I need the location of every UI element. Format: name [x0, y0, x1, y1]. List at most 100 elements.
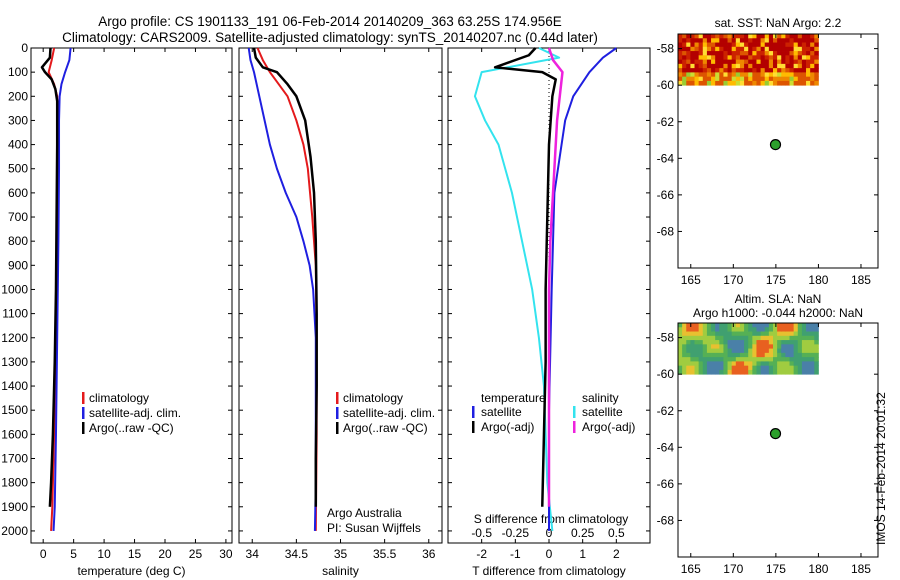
map-cell	[768, 80, 774, 86]
x-axis-label: salinity	[322, 564, 359, 578]
map-cell	[698, 51, 704, 56]
map-cell	[760, 335, 766, 341]
map-y-tick-label: -66	[657, 477, 675, 491]
map-cell	[715, 365, 720, 371]
map-cell	[690, 365, 695, 371]
map-cell	[814, 76, 819, 82]
map-cell	[744, 51, 749, 56]
map-cell	[756, 34, 762, 39]
map-cell	[801, 369, 807, 375]
map-cell	[731, 68, 737, 73]
map-cell	[789, 344, 795, 349]
map-cell	[715, 38, 720, 43]
map-cell	[682, 344, 687, 349]
map-cell	[727, 34, 733, 39]
map-cell	[706, 68, 712, 73]
map-cell	[772, 80, 778, 86]
y-tick-label: 1300	[1, 355, 28, 369]
series-line-salinity-satellite	[548, 47, 617, 531]
map-cell	[702, 340, 708, 345]
map-cell	[768, 369, 774, 375]
map-cell	[814, 357, 819, 362]
map-cell	[789, 34, 795, 39]
map-cell	[686, 331, 691, 337]
map-cell	[777, 344, 782, 349]
map-cell	[793, 357, 799, 362]
map-cell	[702, 42, 708, 48]
map-cell	[744, 361, 749, 367]
map-cell	[814, 352, 819, 358]
map-cell	[678, 340, 683, 345]
map-y-tick-label: -64	[657, 151, 675, 165]
map-cell	[702, 369, 708, 375]
map-cell	[764, 42, 770, 48]
map-cell	[789, 348, 795, 354]
map-cell	[715, 369, 720, 375]
map-cell	[735, 80, 741, 86]
y-tick-label: 1700	[1, 451, 28, 465]
map-cell	[748, 331, 753, 337]
map-cell	[735, 369, 741, 375]
map-cell	[801, 51, 807, 56]
map-cell	[752, 68, 757, 73]
map-cell	[731, 344, 737, 349]
legend-label: satellite	[582, 405, 623, 419]
map-cell	[678, 34, 683, 39]
map-y-tick-label: -62	[657, 115, 675, 129]
map-cell	[797, 38, 803, 43]
map-cell	[715, 327, 720, 332]
map-cell	[682, 46, 687, 52]
map-cell	[702, 344, 708, 349]
map-cell	[690, 323, 695, 328]
map-cell	[797, 331, 803, 337]
float-position-marker	[769, 139, 782, 151]
map-cell	[739, 352, 745, 358]
legend-label: Argo(..raw -QC)	[89, 421, 174, 435]
map-cell	[678, 72, 683, 78]
map-cell	[756, 335, 762, 341]
map-cell	[719, 352, 724, 358]
map-cell	[711, 63, 716, 69]
map-cell	[772, 34, 778, 39]
map-cell	[764, 344, 770, 349]
map-cell	[711, 72, 716, 78]
map-cell	[735, 327, 741, 332]
map-cell	[806, 335, 811, 341]
map-cell	[764, 323, 770, 328]
map-cell	[678, 331, 683, 337]
map-cell	[801, 348, 807, 354]
map-cell	[789, 331, 795, 337]
map-cell	[781, 42, 786, 48]
map-cell	[731, 323, 737, 328]
map-cell	[702, 80, 708, 86]
map-cell	[785, 365, 790, 371]
map-cell	[793, 335, 799, 341]
map-x-tick-label: 170	[723, 273, 743, 287]
map-cell	[678, 63, 683, 69]
map-cell	[748, 340, 753, 345]
map-cell	[810, 335, 815, 341]
y-tick-label: 600	[8, 186, 28, 200]
map-cell	[739, 327, 745, 332]
map-cell	[706, 63, 712, 69]
map-cell	[748, 323, 753, 328]
map-cell	[719, 361, 724, 367]
map-cell	[744, 323, 749, 328]
map-cell	[797, 68, 803, 73]
map-cell	[810, 42, 815, 48]
x-tick-label: 35.5	[373, 547, 397, 561]
map-cell	[785, 348, 790, 354]
map-cell	[702, 38, 708, 43]
map-cell	[739, 46, 745, 52]
map-cell	[806, 51, 811, 56]
map-cell	[723, 59, 728, 65]
map-cell	[814, 327, 819, 332]
map-cell	[760, 352, 766, 358]
map-cell	[797, 46, 803, 52]
map-cell	[735, 34, 741, 39]
map-cell	[772, 365, 778, 371]
map-cell	[777, 365, 782, 371]
map-cell	[690, 331, 695, 337]
map-cell	[814, 63, 819, 69]
map-cell	[760, 42, 766, 48]
